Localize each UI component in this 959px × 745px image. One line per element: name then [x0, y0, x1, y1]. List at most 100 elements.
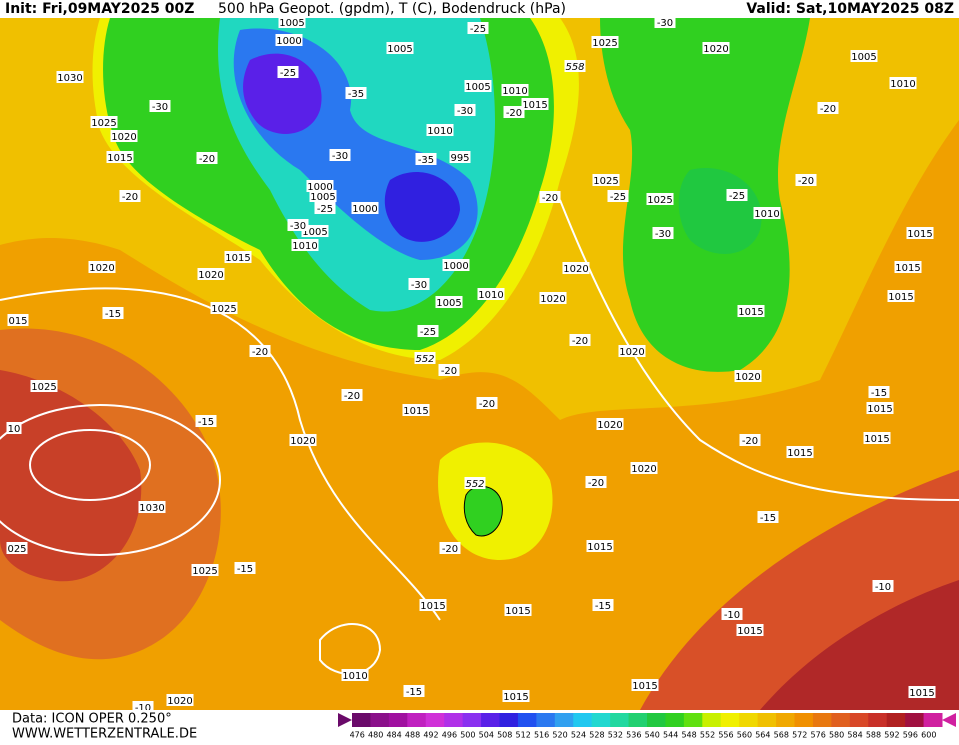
colorbar-swatch: [868, 713, 888, 727]
temperature-label-box: [467, 22, 489, 34]
colorbar-label: 532: [608, 731, 623, 740]
pressure-label: 1010: [478, 290, 503, 301]
pressure-label: 1025: [211, 304, 236, 315]
isobar-line: [0, 287, 441, 621]
map-fields: [0, 18, 959, 710]
colorbar-swatch: [536, 713, 556, 727]
temperature-label: -10: [875, 582, 891, 593]
colorbar-swatch: [905, 713, 925, 727]
temperature-label-box: [585, 476, 607, 488]
colorbar-label: 564: [755, 731, 770, 740]
pressure-label-box: [291, 239, 319, 251]
pressure-label: 015: [8, 316, 27, 327]
pressure-label: 1015: [895, 263, 920, 274]
pressure-label: 1020: [563, 264, 588, 275]
pressure-label: 1005: [279, 18, 304, 29]
pressure-label-box: [863, 432, 891, 444]
colorbar-swatch: [517, 713, 537, 727]
pressure-label-box: [402, 404, 430, 416]
temperature-label-box: [795, 174, 817, 186]
pressure-label-box: [309, 190, 337, 202]
temperature-label-box: [415, 153, 437, 165]
temperature-label-box: [403, 685, 425, 697]
pressure-label: 1015: [420, 601, 445, 612]
pressure-label-box: [88, 261, 116, 273]
pressure-label-box: [464, 80, 492, 92]
colorbar: 476 480 484 488 492 496 500 504 508 512 516 520 524 5…: [338, 713, 956, 740]
temperature-label-box: [503, 106, 525, 118]
temperature-label-box: [757, 511, 779, 523]
colorbar-swatch: [352, 713, 371, 727]
pressure-label: 1000: [307, 182, 332, 193]
temperature-label: -25: [317, 204, 333, 215]
temperature-label: -20: [252, 347, 268, 358]
pressure-label: 1020: [735, 372, 760, 383]
pressure-label: 1015: [587, 542, 612, 553]
pressure-label: 1020: [198, 270, 223, 281]
pressure-label: 1010: [502, 86, 527, 97]
colorbar-label: 516: [534, 731, 549, 740]
field-warm-se-core: [760, 580, 959, 710]
pressure-label: 1015: [888, 292, 913, 303]
geopotential-label-box: [414, 352, 436, 364]
colorbar-label: 536: [626, 731, 641, 740]
colorbar-swatch: [407, 713, 427, 727]
valid-text: Valid: Sat,10MAY2025 08Z: [746, 1, 954, 17]
temperature-label-box: [196, 152, 218, 164]
pressure-label: 1015: [632, 681, 657, 692]
temperature-label: -20: [441, 366, 457, 377]
colorbar-label: 588: [866, 731, 881, 740]
temperature-label-box: [329, 149, 351, 161]
init-text: Init: Fri,09MAY2025 00Z: [5, 1, 194, 17]
temperature-label: -20: [820, 104, 836, 115]
pressure-label: 1025: [192, 566, 217, 577]
pressure-label: 1005: [465, 82, 490, 93]
temperature-label: -30: [457, 106, 473, 117]
pressure-label: 1020: [167, 696, 192, 707]
pressure-label: 1020: [89, 263, 114, 274]
colorbar-label: 544: [663, 731, 678, 740]
field-deep-low-2: [384, 171, 460, 242]
pressure-label-box: [224, 251, 252, 263]
pressure-label: 1005: [851, 52, 876, 63]
pressure-label-box: [341, 669, 369, 681]
pressure-label-box: [166, 694, 194, 706]
pressure-label: 1020: [703, 44, 728, 55]
pressure-label-box: [138, 501, 166, 513]
temperature-label: -25: [470, 24, 486, 35]
colorbar-label: 492: [423, 731, 438, 740]
colorbar-arrow-high: [942, 713, 956, 727]
pressure-label-box: [646, 193, 674, 205]
pressure-label-box: [6, 542, 28, 554]
pressure-label: 10: [8, 424, 21, 435]
pressure-label: 995: [450, 153, 469, 164]
temperature-label-box: [341, 389, 363, 401]
colorbar-label: 520: [552, 731, 567, 740]
pressure-label-box: [889, 77, 917, 89]
colorbar-label: 540: [645, 731, 660, 740]
pressure-label: 1015: [787, 448, 812, 459]
colorbar-swatch: [591, 713, 611, 727]
colorbar-label: 476: [350, 731, 365, 740]
temperature-label: -20: [798, 176, 814, 187]
colorbar-swatch: [739, 713, 759, 727]
temperature-label: -25: [280, 68, 296, 79]
temperature-label-box: [739, 434, 761, 446]
geopotential-label-box: [464, 477, 486, 489]
pressure-label: 1005: [302, 227, 327, 238]
temperature-label: -15: [105, 309, 121, 320]
pressure-label-box: [289, 434, 317, 446]
temperature-label: -20: [442, 544, 458, 555]
temperature-label: -30: [411, 280, 427, 291]
temperature-label: -35: [348, 89, 364, 100]
colorbar-label: 488: [405, 731, 420, 740]
temperature-label: -15: [237, 564, 253, 575]
pressure-label-box: [477, 288, 505, 300]
pressure-label: 1015: [107, 153, 132, 164]
colorbar-swatch: [812, 713, 832, 727]
pressure-label-box: [351, 202, 379, 214]
temperature-label-box: [287, 219, 309, 231]
temperature-label-box: [234, 562, 256, 574]
temperature-label-box: [438, 364, 460, 376]
